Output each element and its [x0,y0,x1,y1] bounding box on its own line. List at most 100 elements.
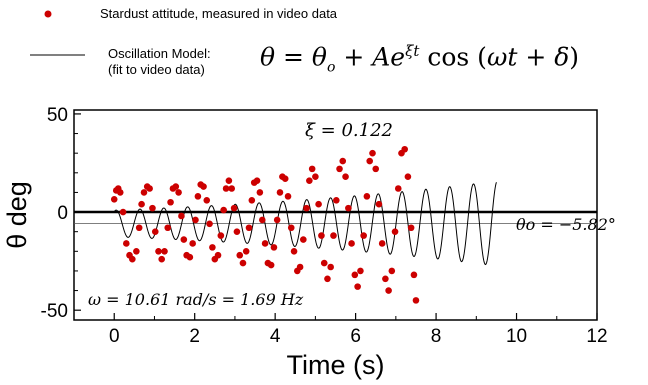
data-point [158,255,166,263]
data-point [296,263,304,271]
data-point [270,244,278,251]
data-point [230,204,238,212]
data-point [155,248,162,255]
xi-annotation: ξ = 0.122 [305,120,393,141]
data-point [287,224,295,232]
data-point [178,212,185,220]
legend-model-label-2: (fit to video data) [108,62,205,77]
y-tick-label: -50 [41,301,68,322]
data-point [133,248,140,255]
x-tick-label: 8 [431,326,442,347]
data-point [256,189,264,196]
data-point [315,200,322,208]
legend-point-marker [44,10,52,17]
data-point [327,263,334,271]
data-point [312,173,319,181]
y-axis-label: θ deg [2,181,32,249]
legend-points-label: Stardust attitude, measured in video dat… [100,6,338,21]
data-point [391,228,399,235]
data-point [385,287,392,294]
data-point [410,271,418,279]
data-point [360,232,367,239]
legend-model-label-1: Oscillation Model: [108,46,211,61]
data-point [192,216,199,224]
data-point [116,189,124,196]
data-point [167,198,174,206]
data-point [149,204,156,212]
data-point [261,240,269,247]
x-tick-label: 2 [189,326,200,347]
data-point [330,232,337,239]
legend-points-row: Stardust attitude, measured in video dat… [42,6,337,21]
data-point [161,248,168,255]
data-point [248,196,256,204]
data-point [189,240,196,247]
data-point [140,189,148,196]
data-point [300,236,307,243]
data-point [200,183,207,190]
data-point [203,196,211,204]
y-tick-label: 50 [47,105,68,126]
legend-line-marker [30,54,85,56]
data-point [180,236,188,243]
data-point [233,228,241,235]
data-point [303,204,310,212]
data-point [172,183,180,190]
data-point [239,259,247,267]
plot-frame [73,109,598,321]
data-point [164,224,172,232]
data-point [354,283,361,290]
data-point [394,185,402,192]
data-point [194,193,202,200]
data-point [345,204,352,212]
data-point [214,251,222,259]
data-point [135,224,143,232]
data-point [267,261,275,269]
x-axis-label: Time (s) [287,350,385,380]
data-point [217,232,225,239]
data-point [220,206,227,214]
data-point [336,165,343,173]
data-point [258,216,266,224]
data-point [372,165,380,173]
x-tick-label: 0 [109,326,120,347]
x-tick-label: 6 [350,326,361,347]
data-point [138,200,145,208]
model-equation: θ = θo + Aeξt cos (ωt + δ) [260,42,580,76]
data-point [407,224,415,232]
legend-model-row: Oscillation Model: (fit to video data) θ… [30,42,630,92]
data-point [363,193,371,200]
data-point [146,185,153,192]
data-point [366,157,373,165]
data-point [186,253,194,261]
data-point [401,145,408,153]
data-point [382,275,389,283]
data-point [123,240,130,247]
data-point [351,271,359,279]
theta-o-annotation: θo = −5.82° [516,215,616,234]
data-point [320,259,328,267]
data-point [318,232,325,239]
data-point [339,157,347,165]
x-tick-label: 12 [586,326,607,347]
data-point [308,165,316,173]
data-point [324,275,331,283]
data-point [412,297,420,304]
data-point [242,248,250,255]
data-point [281,175,289,182]
data-point [129,255,136,263]
data-point [306,177,313,184]
data-point [225,177,233,184]
data-point [284,193,292,200]
data-point [228,185,236,192]
data-point [151,228,159,235]
x-tick-label: 4 [270,326,281,347]
data-point [222,185,230,192]
data-point [388,267,396,275]
data-point [342,173,349,181]
data-point [276,189,284,196]
data-point [404,173,412,181]
data-point [206,220,213,228]
data-point [357,267,364,275]
